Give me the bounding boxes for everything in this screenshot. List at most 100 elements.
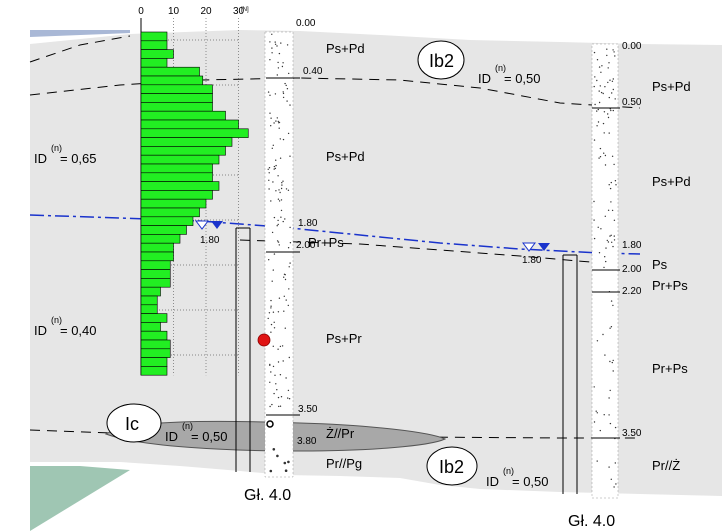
soil-dot: [270, 323, 273, 326]
soil-dot: [282, 96, 285, 99]
svg-text:ID: ID: [34, 151, 47, 166]
soil-dot: [281, 65, 284, 68]
boundary-line-040: [29, 77, 641, 109]
zone-ic-ellipse: [106, 403, 162, 443]
soil-dot: [278, 244, 280, 246]
soil-dot: [287, 397, 289, 399]
soil-dot: [268, 167, 271, 169]
water-table-icon: [522, 242, 550, 252]
soil-dot: [612, 245, 614, 248]
soil-dot: [603, 266, 605, 269]
soil-dot: [598, 252, 601, 254]
soil-dot: [270, 117, 272, 119]
soil-dot: [270, 331, 272, 333]
bh-left-depth-200: 2.00: [296, 240, 316, 251]
chart-bar: [140, 163, 213, 174]
soil-dot: [275, 383, 277, 385]
chart-tick-label: 0: [138, 6, 144, 17]
soil-dot: [277, 361, 280, 363]
density-left-lower: ID (n) = 0,40: [34, 315, 97, 338]
bh-right-water-depth: 1.80: [522, 255, 542, 266]
chart-bar: [140, 102, 213, 112]
soil-dot: [609, 79, 611, 81]
soil-dot: [283, 310, 285, 312]
soil-dot: [609, 389, 611, 392]
soil-dot: [283, 276, 285, 278]
soil-dot: [606, 239, 608, 242]
soil-dot: [601, 65, 603, 67]
soil-dot: [609, 235, 611, 237]
soil-dot: [285, 188, 288, 190]
soil-dot: [593, 421, 596, 423]
soil-dot: [287, 189, 290, 191]
soil-dot: [273, 392, 275, 395]
soil-dot: [596, 59, 599, 61]
soil-dot: [277, 67, 280, 69]
soil-dot: [287, 389, 290, 392]
soil-dot: [278, 200, 281, 202]
soil-dot: [611, 361, 613, 364]
soil-dot: [278, 127, 280, 129]
soil-dot: [274, 93, 277, 95]
soil-dot: [279, 191, 281, 194]
svg-text:= 0,40: = 0,40: [60, 323, 97, 338]
bh-right-layer-4: Pr+Ps: [652, 278, 688, 293]
soil-dot: [272, 311, 275, 313]
chart-bar: [140, 348, 171, 358]
chart-bar: [140, 260, 171, 270]
soil-dot: [269, 381, 271, 383]
soil-dot: [270, 305, 272, 307]
soil-dot: [270, 200, 272, 202]
soil-dot: [276, 454, 279, 458]
soil-dot: [288, 356, 290, 359]
soil-dot: [274, 374, 276, 376]
soil-dot: [607, 81, 609, 84]
soil-dot: [275, 164, 277, 167]
soil-dot: [287, 460, 290, 464]
bh-left-depth-350: 3.50: [298, 404, 318, 415]
soil-dot: [275, 120, 277, 122]
soil-dot: [609, 327, 611, 329]
soil-dot: [597, 226, 599, 228]
bh-left-layer-5: Ż//Pr: [326, 426, 355, 441]
soil-dot: [593, 85, 595, 88]
chart-bar: [140, 251, 174, 262]
soil-dot: [284, 327, 286, 329]
soil-dot: [614, 426, 617, 429]
chart-ticks: 0 10 20 30: [138, 6, 244, 17]
soil-dot: [276, 117, 278, 119]
soil-dot: [282, 220, 284, 223]
soil-dot: [275, 190, 277, 192]
bottom-left-teal-area: [30, 466, 130, 531]
soil-dot: [270, 125, 272, 127]
chart-bar: [140, 93, 213, 103]
soil-dot: [268, 172, 270, 174]
soil-dot: [593, 237, 596, 240]
svg-text:(n): (n): [51, 315, 62, 325]
soil-dot: [614, 180, 617, 182]
density-top-right: ID (n) = 0,50: [478, 63, 541, 86]
chart-bar: [140, 172, 213, 182]
bh-left-depth-top: 0.00: [296, 18, 316, 29]
chart-bar: [140, 119, 239, 130]
bh-left-depth-180: 1.80: [298, 218, 318, 229]
soil-dot: [608, 132, 610, 134]
chart-bar: [140, 66, 200, 77]
soil-dot: [605, 260, 607, 263]
soil-dot: [272, 448, 276, 451]
svg-text:= 0,50: = 0,50: [512, 474, 549, 489]
soil-dot: [610, 234, 612, 236]
bh-left-depth-040: 0.40: [303, 66, 323, 77]
soil-dot: [614, 98, 616, 100]
bh-left-water-depth: 1.80: [200, 235, 220, 246]
soil-dot: [288, 72, 290, 75]
soil-dot: [599, 85, 601, 87]
chart-bar: [140, 278, 171, 288]
soil-dot: [287, 304, 289, 307]
soil-dot: [612, 88, 614, 91]
soil-dot: [271, 33, 273, 35]
chart-bar: [140, 322, 161, 332]
soil-dot: [612, 359, 614, 362]
soil-dot: [286, 100, 288, 102]
